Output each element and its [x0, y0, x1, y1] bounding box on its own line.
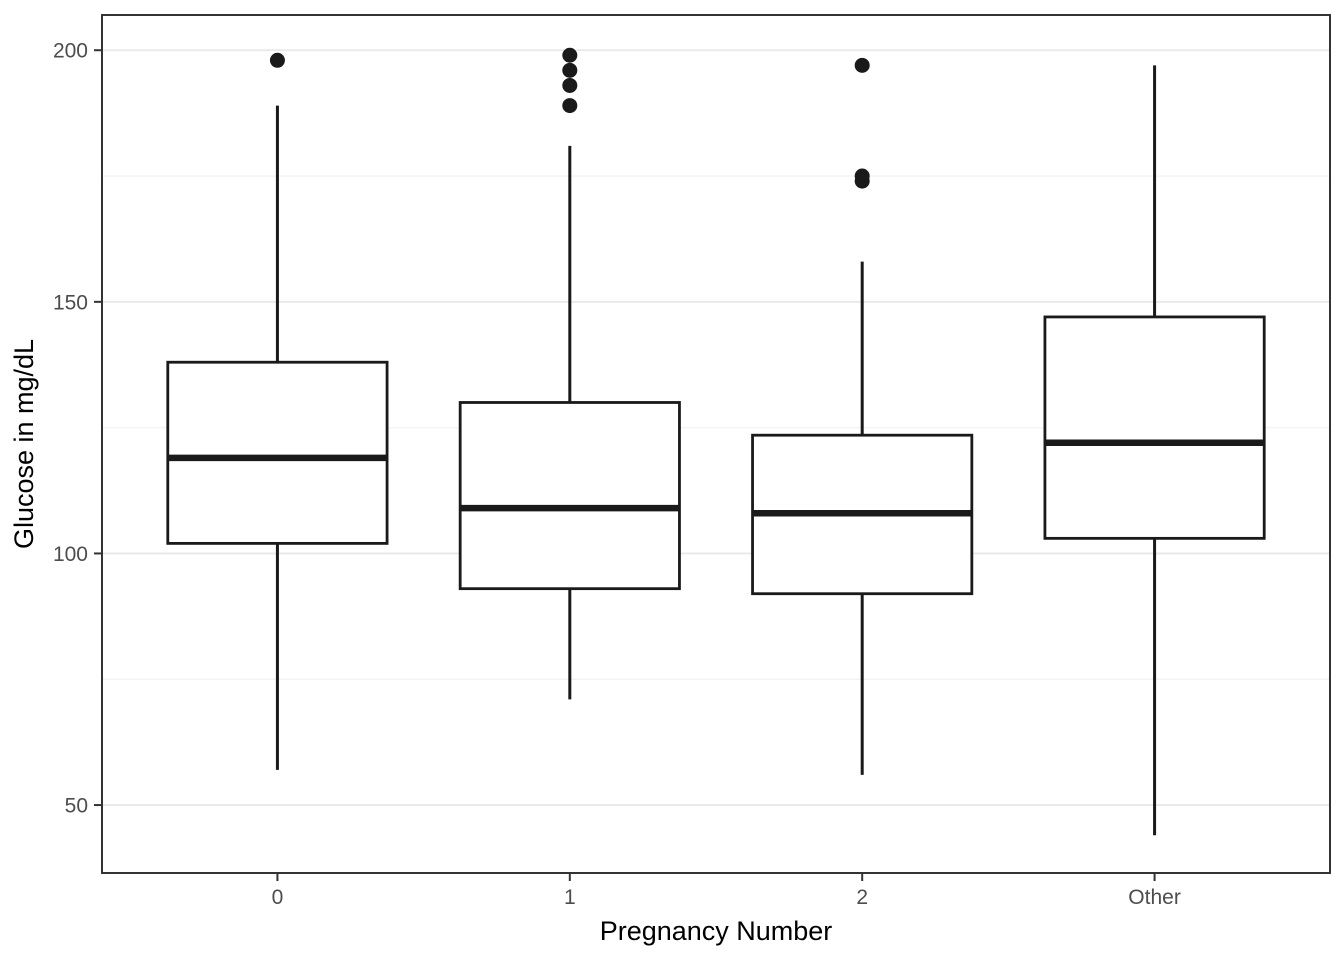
boxplots [166, 47, 1266, 836]
outlier-point [854, 173, 870, 189]
y-axis-title: Glucose in mg/dL [9, 339, 39, 549]
x-tick-label: 2 [856, 886, 868, 909]
y-tick-label: 200 [53, 40, 88, 63]
outlier-point [562, 98, 578, 114]
boxplot-group-0 [166, 52, 389, 770]
outlier-point [562, 47, 578, 63]
y-tick-label: 100 [53, 543, 88, 566]
iqr-box [166, 360, 389, 545]
outlier-point [562, 77, 578, 93]
boxplot-group-Other [1043, 65, 1266, 836]
outlier-point [854, 57, 870, 73]
boxplot-group-2 [751, 57, 974, 775]
x-axis-title: Pregnancy Number [600, 916, 833, 946]
outlier-point [562, 62, 578, 78]
y-tick-label: 50 [65, 795, 88, 818]
panel-border [101, 14, 1331, 874]
x-tick-label: 0 [272, 886, 284, 909]
x-tick-label: 1 [564, 886, 576, 909]
outlier-point [269, 52, 285, 68]
axis-tick-labels: 50 100 150 200 0 1 2 Other [53, 40, 1181, 909]
axis-tick-marks [94, 49, 1156, 881]
iqr-box [458, 401, 681, 591]
x-tick-label: Other [1128, 886, 1181, 909]
y-tick-label: 150 [53, 291, 88, 314]
iqr-box [1043, 315, 1266, 540]
boxplot-group-1 [458, 47, 681, 700]
